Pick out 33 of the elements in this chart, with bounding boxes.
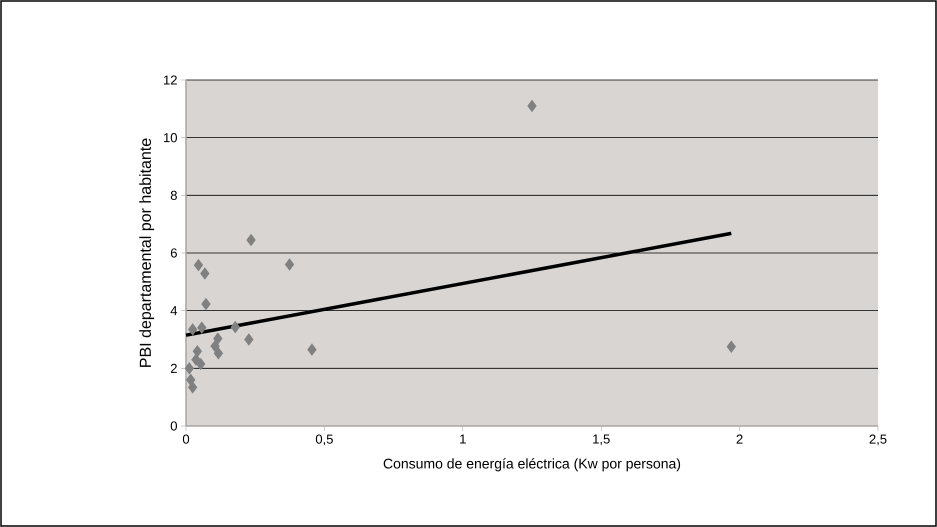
point [197, 321, 206, 334]
point [200, 267, 210, 280]
x-tick-label: 0 [182, 434, 190, 444]
point [210, 340, 220, 352]
point [726, 340, 736, 353]
point [244, 333, 254, 346]
point [284, 258, 294, 271]
y-tick-label: 4 [170, 306, 178, 316]
x-tick-label: 0,5 [316, 434, 333, 446]
x-axis-title: Consumo de energía eléctrica (Kw por persona) [384, 458, 680, 472]
y-axis-title: PBI departamental por habitante [139, 138, 154, 367]
x-tick-label: 1 [460, 434, 466, 444]
point [307, 343, 317, 356]
point [246, 234, 256, 246]
point [201, 298, 211, 310]
y-tick-label: 6 [170, 248, 177, 258]
point [214, 347, 224, 360]
point [230, 320, 240, 334]
point [188, 381, 198, 394]
y-tick-label: 8 [170, 190, 177, 200]
point [184, 362, 194, 375]
y-tick-label: 10 [164, 133, 177, 142]
point [527, 100, 537, 112]
x-tick-label: 2,5 [870, 434, 886, 446]
y-tick-label: 12 [164, 75, 177, 85]
y-tick-label: 2 [170, 364, 177, 373]
point [213, 332, 223, 345]
x-tick-label: 2 [736, 434, 743, 444]
x-tick-label: 1,5 [593, 434, 610, 446]
point [196, 358, 206, 370]
point [188, 323, 198, 336]
y-tick-label: 0 [170, 421, 177, 431]
point [194, 258, 204, 272]
